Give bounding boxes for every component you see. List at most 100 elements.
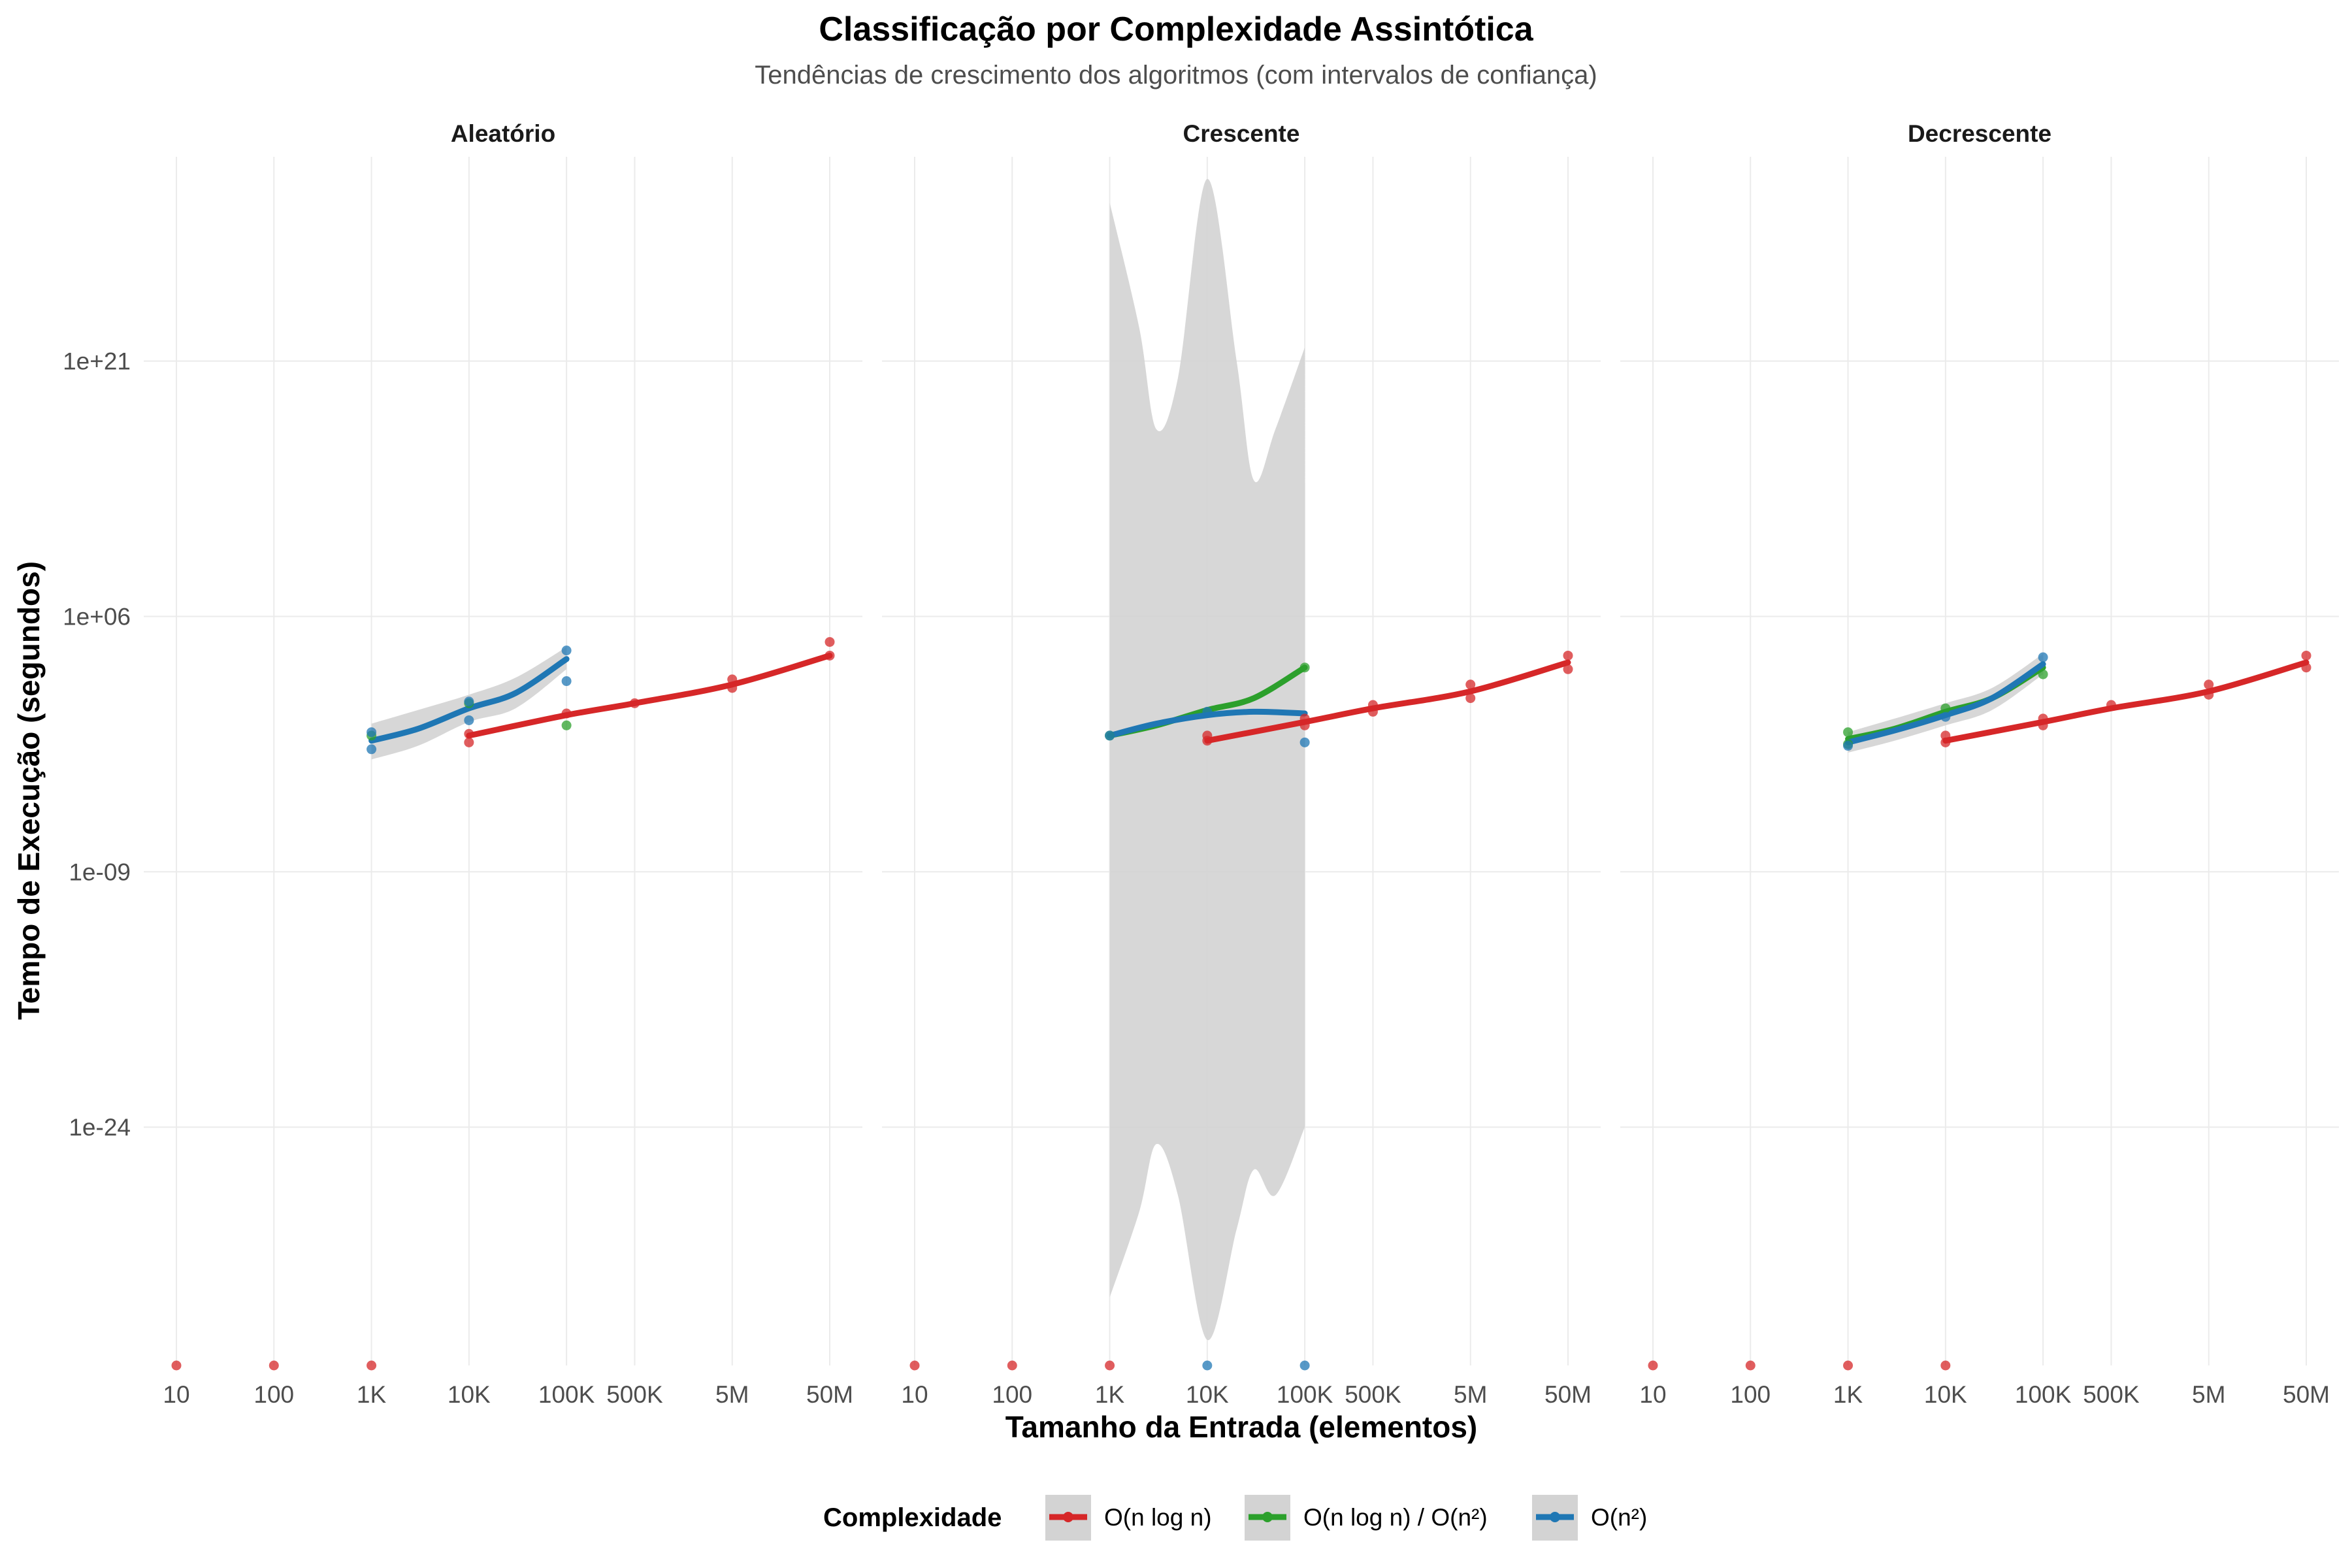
x-tick-label: 10 (163, 1381, 189, 1408)
legend-item-nlogn: O(n log n) (1045, 1495, 1212, 1541)
legend-label: O(n²) (1591, 1504, 1647, 1531)
data-point-nlogn (1563, 664, 1573, 674)
data-point-nlogn (269, 1360, 279, 1371)
x-tick-label: 1K (357, 1381, 387, 1408)
data-point-nlogn (367, 1360, 377, 1371)
data-point-nlogn (1940, 1360, 1951, 1371)
data-point-nlogn (629, 698, 640, 708)
data-point-n2 (561, 645, 572, 656)
x-tick-label: 500K (1345, 1381, 1401, 1408)
chart-title: Classificação por Complexidade Assintóti… (819, 10, 1533, 48)
data-point-nlogn (561, 708, 572, 719)
legend-key-point (1262, 1512, 1273, 1522)
confidence-ribbon (1109, 178, 1305, 1341)
x-tick-label: 10K (1186, 1381, 1229, 1408)
legend-item-n2: O(n²) (1532, 1495, 1647, 1541)
legend-key-point (1063, 1512, 1073, 1522)
x-tick-label: 5M (715, 1381, 749, 1408)
legend-item-mixed: O(n log n) / O(n²) (1245, 1495, 1488, 1541)
data-point-nlogn (1367, 700, 1378, 710)
panel-1: Aleatório 10 100 1K 10K 100K 500K 5M 50M (144, 120, 862, 1408)
legend-label: O(n log n) / O(n²) (1303, 1504, 1488, 1531)
x-tick-label: 10 (901, 1381, 928, 1408)
data-point-nlogn (1367, 706, 1378, 717)
legend-label: O(n log n) (1104, 1504, 1212, 1531)
panel-3: Decrescente 10 100 1K 10K 100K 500K 5M 50M (1620, 120, 2339, 1408)
data-point-nlogn (727, 674, 738, 685)
data-point-nlogn (1648, 1360, 1658, 1371)
facet-label: Aleatório (451, 120, 555, 147)
x-tick-label: 5M (2192, 1381, 2225, 1408)
data-point-nlogn (2204, 679, 2214, 690)
x-tick-label: 500K (606, 1381, 663, 1408)
x-tick-label: 50M (1544, 1381, 1592, 1408)
legend-key-point (1550, 1512, 1560, 1522)
data-point-n2 (464, 715, 474, 725)
x-tick-label: 5M (1454, 1381, 1487, 1408)
x-tick-label: 1K (1095, 1381, 1125, 1408)
data-point-nlogn (825, 650, 835, 661)
data-point-n2 (367, 744, 377, 755)
x-tick-label: 50M (806, 1381, 853, 1408)
data-point-n2 (1940, 711, 1951, 722)
data-point-nlogn (1202, 736, 1213, 746)
x-tick-label: 500K (2083, 1381, 2140, 1408)
data-point-nlogn (1105, 1360, 1115, 1371)
data-point-mixed (1843, 727, 1854, 738)
data-point-nlogn (1299, 720, 1310, 730)
data-point-nlogn (1299, 713, 1310, 724)
chart-subtitle: Tendências de crescimento dos algoritmos… (755, 61, 1597, 90)
data-point-nlogn (171, 1360, 182, 1371)
facet-label: Decrescente (1908, 120, 2051, 147)
data-point-nlogn (2038, 720, 2048, 730)
x-tick-label: 10K (1924, 1381, 1967, 1408)
data-point-n2 (1843, 741, 1854, 751)
data-point-nlogn (1745, 1360, 1756, 1371)
panel-2: Crescente 10 100 1K 10K 100K 500K 5M 50M (882, 120, 1601, 1408)
data-point-n2 (2038, 652, 2048, 662)
y-axis: 1e+21 1e+06 1e-09 1e-24 (63, 348, 131, 1141)
x-tick-label: 10 (1639, 1381, 1666, 1408)
data-point-nlogn (1007, 1360, 1017, 1371)
x-tick-label: 50M (2283, 1381, 2330, 1408)
data-point-n2 (1299, 1360, 1310, 1371)
data-point-mixed (561, 720, 572, 730)
y-tick-label: 1e-24 (69, 1114, 131, 1141)
data-point-n2 (1202, 1360, 1213, 1371)
data-point-nlogn (464, 737, 474, 747)
data-point-nlogn (825, 637, 835, 647)
x-tick-label: 100 (1730, 1381, 1771, 1408)
data-point-nlogn (909, 1360, 920, 1371)
y-axis-title: Tempo de Execução (segundos) (12, 561, 46, 1020)
data-point-mixed (1940, 703, 1951, 713)
data-point-n2 (367, 727, 377, 738)
x-tick-label: 100K (1277, 1381, 1333, 1408)
y-tick-label: 1e+06 (63, 604, 131, 630)
x-tick-label: 100K (2015, 1381, 2072, 1408)
x-tick-label: 10K (448, 1381, 491, 1408)
data-point-nlogn (2301, 650, 2311, 661)
data-point-n2 (1299, 737, 1310, 747)
x-tick-label: 100 (992, 1381, 1032, 1408)
data-point-nlogn (727, 683, 738, 693)
data-point-nlogn (464, 728, 474, 739)
y-tick-label: 1e-09 (69, 858, 131, 885)
data-point-n2 (1202, 706, 1213, 717)
data-point-nlogn (2038, 713, 2048, 724)
data-point-nlogn (1465, 693, 1476, 704)
data-point-nlogn (1843, 1360, 1854, 1371)
data-point-n2 (1105, 730, 1115, 741)
data-point-n2 (464, 696, 474, 707)
data-point-nlogn (2301, 662, 2311, 673)
data-point-mixed (1299, 662, 1310, 673)
x-tick-label: 100 (253, 1381, 294, 1408)
data-point-n2 (561, 676, 572, 687)
x-axis-title: Tamanho da Entrada (elementos) (1005, 1410, 1478, 1444)
legend-title: Complexidade (823, 1503, 1002, 1532)
data-point-nlogn (1465, 679, 1476, 690)
data-point-mixed (2038, 669, 2048, 679)
data-point-nlogn (1940, 737, 1951, 747)
series-line-n2 (368, 656, 570, 744)
